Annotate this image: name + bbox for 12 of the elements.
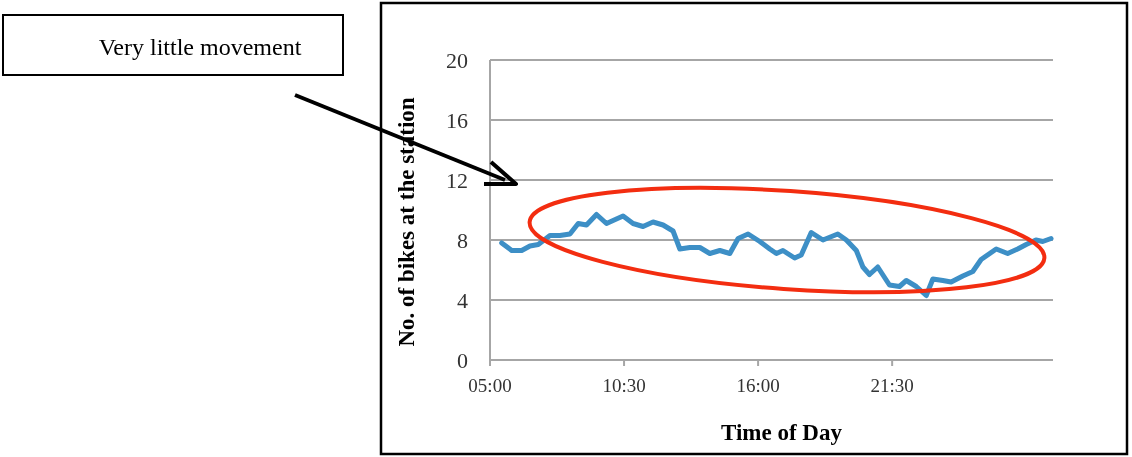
y-tick-label: 0 — [457, 347, 468, 373]
text: Very little movement — [98, 34, 302, 60]
x-tick-label: 16:00 — [736, 375, 780, 396]
x-axis-title: Time of Day — [721, 420, 843, 445]
y-tick-label: 20 — [446, 47, 468, 73]
x-tick-label: 05:00 — [468, 375, 512, 396]
y-tick-label: 16 — [446, 107, 468, 133]
x-tick-label: 10:30 — [602, 375, 646, 396]
y-tick-label: 8 — [457, 227, 468, 253]
y-tick-label: 12 — [446, 167, 468, 193]
x-tick-label: 21:30 — [870, 375, 914, 396]
y-tick-label: 4 — [457, 287, 468, 313]
